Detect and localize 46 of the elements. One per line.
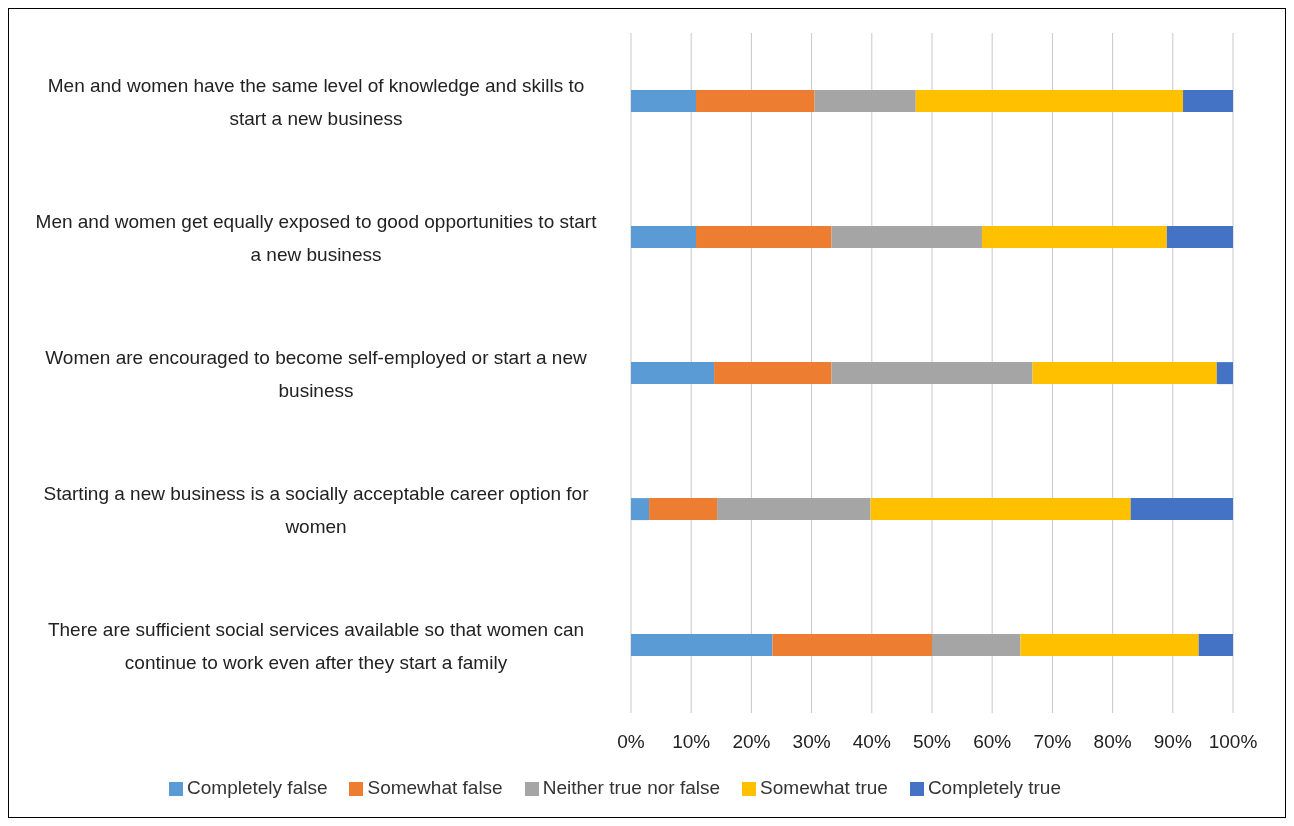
bar <box>1166 226 1233 249</box>
legend-label: Completely false <box>187 777 328 798</box>
bar <box>814 90 916 113</box>
bar <box>631 226 697 249</box>
bar <box>772 634 932 657</box>
x-tick-label: 20% <box>732 731 771 753</box>
bar <box>1130 498 1233 521</box>
x-tick-label: 60% <box>973 731 1012 753</box>
bar <box>696 90 815 113</box>
y-tick-label: Men and women get equally exposed to good opportunities to start a new business <box>35 210 598 264</box>
bar <box>631 90 697 113</box>
x-tick-label: 80% <box>1093 731 1132 753</box>
legend-label: Somewhat true <box>760 777 888 798</box>
bar <box>717 498 871 521</box>
x-tick-label: 40% <box>852 731 891 753</box>
y-tick-label: Women are encouraged to become self-employed or start a new business <box>45 346 587 400</box>
legend-label: Neither true nor false <box>542 777 721 798</box>
bar <box>1216 362 1233 385</box>
bar <box>831 362 1033 385</box>
y-tick-label: There are sufficient social services available so that women can continue to work even after they start a family <box>47 618 585 672</box>
bar <box>649 498 718 521</box>
bar <box>1183 90 1233 113</box>
x-tick-label: 90% <box>1153 731 1192 753</box>
bar <box>1032 362 1217 385</box>
bar <box>1020 634 1199 657</box>
bar <box>831 226 982 249</box>
x-tick-label: 100% <box>1208 731 1258 753</box>
bar <box>631 498 650 521</box>
bar <box>696 226 832 249</box>
x-tick-label: 70% <box>1033 731 1072 753</box>
bar <box>870 498 1131 521</box>
bar <box>631 362 715 385</box>
bar <box>631 634 773 657</box>
bar <box>714 362 832 385</box>
x-tick-label: 30% <box>792 731 831 753</box>
y-tick-label: Men and women have the same level of knowledge and skills to start a new business <box>47 74 585 128</box>
legend-label: Somewhat false <box>367 777 503 798</box>
legend-label: Completely true <box>927 777 1061 798</box>
bar <box>932 634 1021 657</box>
bar <box>1198 634 1233 657</box>
bar <box>915 90 1184 113</box>
bar <box>981 226 1167 249</box>
x-tick-label: 50% <box>912 731 952 753</box>
x-tick-label: 10% <box>672 731 711 753</box>
x-tick-label: 0% <box>617 731 645 753</box>
y-tick-label: Starting a new business is a socially acceptable career option for women <box>43 482 590 536</box>
